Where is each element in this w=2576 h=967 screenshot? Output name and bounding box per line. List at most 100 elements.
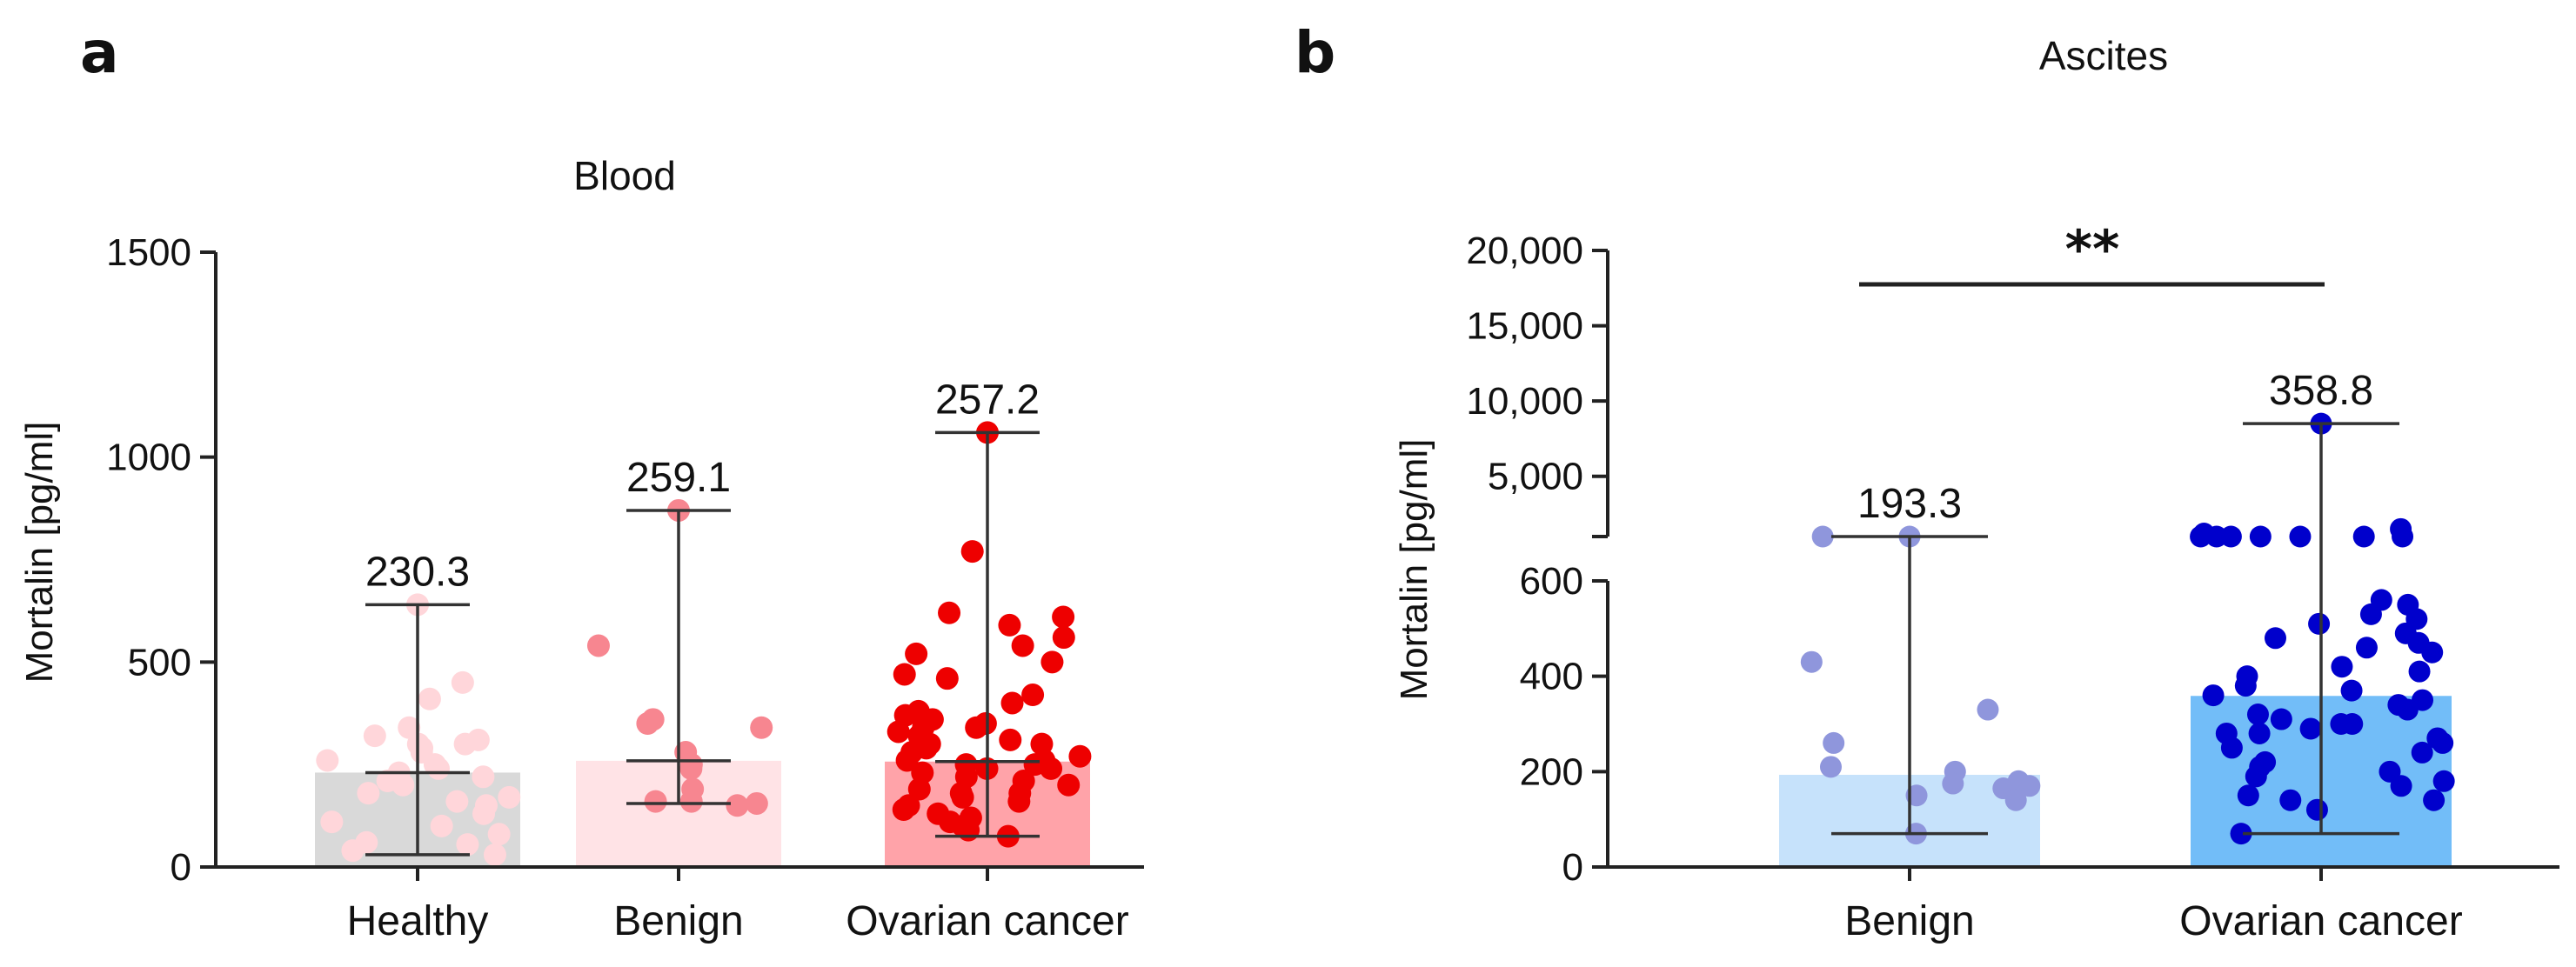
median-label-healthy: 230.3 xyxy=(365,549,470,595)
y-tick-label: 5,000 xyxy=(1488,456,1583,498)
data-point-ovarian-cancer xyxy=(2352,525,2375,548)
data-point-ovarian-cancer xyxy=(2390,775,2412,797)
data-point-healthy xyxy=(451,670,474,694)
data-point-ovarian-cancer xyxy=(2230,823,2252,845)
data-point-healthy xyxy=(487,823,511,846)
data-point-healthy xyxy=(391,773,415,797)
data-point-ovarian-cancer xyxy=(2270,708,2292,730)
y-tick-label: 500 xyxy=(128,641,191,684)
data-point-healthy xyxy=(320,810,344,834)
data-point-benign xyxy=(586,634,610,657)
data-point-healthy xyxy=(427,757,451,780)
data-point-ovarian-cancer xyxy=(2411,741,2433,764)
panel-a-letter: a xyxy=(80,19,119,86)
data-point-ovarian-cancer xyxy=(1021,684,1045,707)
median-label-benign: 259.1 xyxy=(626,455,731,501)
data-point-benign xyxy=(679,757,703,780)
x-tick-label-healthy: Healthy xyxy=(347,898,489,944)
chart-panel-b: b Ascites Mortalin [pg/ml] 193.3 Benign 35… xyxy=(1295,19,2559,944)
data-point-healthy xyxy=(357,782,380,805)
panel-b-error-bars xyxy=(1831,422,2399,836)
y-tick-label: 600 xyxy=(1520,560,1583,603)
data-point-ovarian-cancer xyxy=(938,601,961,624)
data-point-benign xyxy=(1811,525,1834,548)
data-point-ovarian-cancer xyxy=(895,749,919,772)
data-point-ovarian-cancer xyxy=(1057,773,1081,797)
data-point-ovarian-cancer xyxy=(2219,525,2242,548)
data-point-ovarian-cancer xyxy=(2359,603,2382,625)
data-point-benign xyxy=(1819,756,1842,778)
data-point-ovarian-cancer xyxy=(1000,691,1024,715)
data-point-ovarian-cancer xyxy=(2234,675,2257,697)
data-point-ovarian-cancer xyxy=(2392,525,2414,548)
data-point-benign xyxy=(1977,698,1999,721)
panel-b-labels: 193.3 Benign 358.8 Ovarian cancer 0 200 400 600… xyxy=(1466,230,2462,944)
data-point-ovarian-cancer xyxy=(1011,634,1034,657)
data-point-ovarian-cancer xyxy=(1068,744,1092,768)
data-point-ovarian-cancer xyxy=(957,818,980,842)
data-point-ovarian-cancer xyxy=(1040,650,1064,674)
data-point-benign xyxy=(636,712,659,736)
panel-b-y-axis-label: Mortalin [pg/ml] xyxy=(1393,439,1435,701)
y-tick-label: 0 xyxy=(171,846,191,889)
data-point-benign xyxy=(2018,775,2041,797)
data-point-healthy xyxy=(445,790,469,813)
data-point-ovarian-cancer xyxy=(2423,789,2446,811)
data-point-ovarian-cancer xyxy=(2330,713,2352,735)
data-point-benign xyxy=(1800,650,1823,673)
data-point-ovarian-cancer xyxy=(2421,641,2444,664)
data-point-ovarian-cancer xyxy=(2190,525,2212,548)
data-point-benign xyxy=(745,791,768,815)
data-point-benign xyxy=(644,790,667,813)
data-point-ovarian-cancer xyxy=(1040,757,1063,780)
data-point-benign xyxy=(1942,772,1964,795)
data-point-healthy xyxy=(341,839,365,863)
data-point-ovarian-cancer xyxy=(887,720,910,744)
data-point-ovarian-cancer xyxy=(905,642,928,665)
panel-b-points xyxy=(1800,412,2455,845)
y-tick-label: 0 xyxy=(1562,846,1583,889)
panel-a-error-bars xyxy=(365,430,1040,857)
panel-a-labels: 230.3 Healthy 259.1 Benign 257.2 Ovarian canc… xyxy=(106,231,1129,944)
x-tick-label-benign: Benign xyxy=(613,898,743,944)
panel-b-axes xyxy=(1592,249,2559,881)
data-point-ovarian-cancer xyxy=(2249,525,2272,548)
data-point-healthy xyxy=(472,765,495,789)
data-point-ovarian-cancer xyxy=(965,716,988,739)
data-point-healthy xyxy=(316,749,339,772)
data-point-ovarian-cancer xyxy=(2308,612,2331,635)
data-point-ovarian-cancer xyxy=(907,777,931,801)
panel-b-letter: b xyxy=(1295,19,1335,86)
data-point-benign xyxy=(750,716,773,739)
y-tick-label: 15,000 xyxy=(1466,305,1583,348)
data-point-benign xyxy=(2004,789,2027,811)
y-tick-label: 200 xyxy=(1520,750,1583,793)
y-tick-label: 400 xyxy=(1520,656,1583,698)
data-point-ovarian-cancer xyxy=(2264,627,2286,650)
data-point-ovarian-cancer xyxy=(2432,731,2454,754)
x-tick-label-benign: Benign xyxy=(1844,898,1974,944)
data-point-ovarian-cancer xyxy=(2202,684,2225,707)
significance-stars: ** xyxy=(2065,219,2120,280)
data-point-ovarian-cancer xyxy=(2245,765,2267,788)
data-point-ovarian-cancer xyxy=(2305,798,2328,821)
median-label-benign: 193.3 xyxy=(1857,481,1962,527)
y-tick-label: 1000 xyxy=(106,437,191,479)
data-point-benign xyxy=(726,794,749,817)
data-point-healthy xyxy=(398,716,421,739)
y-tick-label: 20,000 xyxy=(1466,230,1583,272)
data-point-healthy xyxy=(418,687,441,710)
data-point-ovarian-cancer xyxy=(1052,605,1075,629)
data-point-healthy xyxy=(498,785,521,809)
median-label-ovarian-cancer: 358.8 xyxy=(2269,368,2373,414)
data-point-ovarian-cancer xyxy=(1007,790,1031,813)
data-point-healthy xyxy=(483,843,506,866)
y-tick-label: 10,000 xyxy=(1466,380,1583,423)
data-point-healthy xyxy=(430,814,453,837)
x-tick-label-ovarian-cancer: Ovarian cancer xyxy=(846,898,1128,944)
data-point-ovarian-cancer xyxy=(2340,679,2363,702)
panel-b-title: Ascites xyxy=(2039,33,2168,78)
x-tick-label-ovarian-cancer: Ovarian cancer xyxy=(2179,898,2462,944)
panel-a-axes xyxy=(200,250,1144,881)
